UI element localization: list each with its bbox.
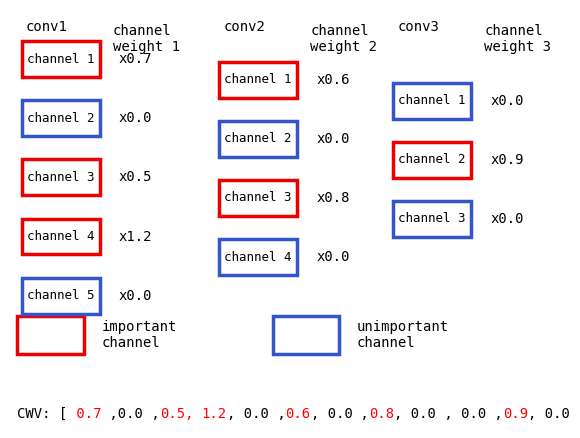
- Text: x0.0: x0.0: [490, 94, 524, 108]
- FancyBboxPatch shape: [21, 278, 100, 314]
- Text: ,0.0: ,0.0: [101, 407, 143, 421]
- FancyBboxPatch shape: [219, 239, 297, 275]
- Text: , 0.0: , 0.0: [394, 407, 436, 421]
- FancyBboxPatch shape: [219, 121, 297, 157]
- Text: channel
weight 3: channel weight 3: [484, 24, 552, 54]
- Text: x0.5: x0.5: [119, 170, 153, 184]
- Text: x0.0: x0.0: [490, 212, 524, 226]
- Text: x0.7: x0.7: [119, 52, 153, 66]
- Text: 1.2: 1.2: [202, 407, 227, 421]
- Text: channel 4: channel 4: [27, 230, 95, 243]
- Text: x0.0: x0.0: [119, 289, 153, 303]
- Text: conv3: conv3: [397, 20, 439, 34]
- Text: , 0.0: , 0.0: [436, 407, 487, 421]
- Text: 0.8: 0.8: [369, 407, 394, 421]
- FancyBboxPatch shape: [219, 180, 297, 216]
- Text: conv2: conv2: [223, 20, 265, 34]
- FancyBboxPatch shape: [21, 100, 100, 136]
- Text: , 0.0: , 0.0: [528, 407, 570, 421]
- Text: channel 1: channel 1: [224, 73, 292, 86]
- Text: CWV: [: CWV: [: [17, 407, 68, 421]
- Text: x0.0: x0.0: [316, 250, 350, 264]
- Text: channel 2: channel 2: [398, 153, 466, 166]
- FancyBboxPatch shape: [17, 316, 84, 354]
- Text: x0.8: x0.8: [316, 191, 350, 205]
- FancyBboxPatch shape: [21, 219, 100, 254]
- FancyBboxPatch shape: [393, 83, 471, 119]
- Text: conv1: conv1: [26, 20, 68, 34]
- Text: 0.9: 0.9: [503, 407, 528, 421]
- FancyBboxPatch shape: [21, 159, 100, 195]
- Text: 0.6: 0.6: [285, 407, 310, 421]
- Text: unimportant
channel: unimportant channel: [357, 320, 449, 350]
- Text: channel
weight 2: channel weight 2: [310, 24, 378, 54]
- FancyBboxPatch shape: [219, 62, 297, 98]
- Text: channel 3: channel 3: [27, 171, 95, 184]
- Text: x1.2: x1.2: [119, 230, 153, 244]
- Text: x0.0: x0.0: [316, 132, 350, 146]
- Text: channel 1: channel 1: [27, 53, 95, 66]
- FancyBboxPatch shape: [273, 316, 339, 354]
- Text: ,: ,: [353, 407, 369, 421]
- Text: channel 3: channel 3: [398, 212, 466, 226]
- Text: channel 5: channel 5: [27, 289, 95, 302]
- Text: 0.5,: 0.5,: [160, 407, 193, 421]
- Text: ]: ]: [570, 407, 580, 421]
- Text: channel
weight 1: channel weight 1: [113, 24, 180, 54]
- FancyBboxPatch shape: [393, 142, 471, 178]
- Text: channel 2: channel 2: [224, 132, 292, 145]
- Text: x0.6: x0.6: [316, 73, 350, 87]
- Text: , 0.0: , 0.0: [227, 407, 269, 421]
- Text: x0.9: x0.9: [490, 153, 524, 167]
- Text: ,: ,: [269, 407, 285, 421]
- Text: channel 4: channel 4: [224, 251, 292, 264]
- Text: channel 1: channel 1: [398, 94, 466, 107]
- Text: , 0.0: , 0.0: [310, 407, 353, 421]
- Text: ,: ,: [143, 407, 160, 421]
- Text: channel 2: channel 2: [27, 112, 95, 125]
- FancyBboxPatch shape: [393, 201, 471, 237]
- Text: important
channel: important channel: [102, 320, 177, 350]
- Text: channel 3: channel 3: [224, 191, 292, 205]
- FancyBboxPatch shape: [21, 41, 100, 77]
- Text: 0.7: 0.7: [68, 407, 101, 421]
- Text: ,: ,: [487, 407, 503, 421]
- Text: x0.0: x0.0: [119, 111, 153, 125]
